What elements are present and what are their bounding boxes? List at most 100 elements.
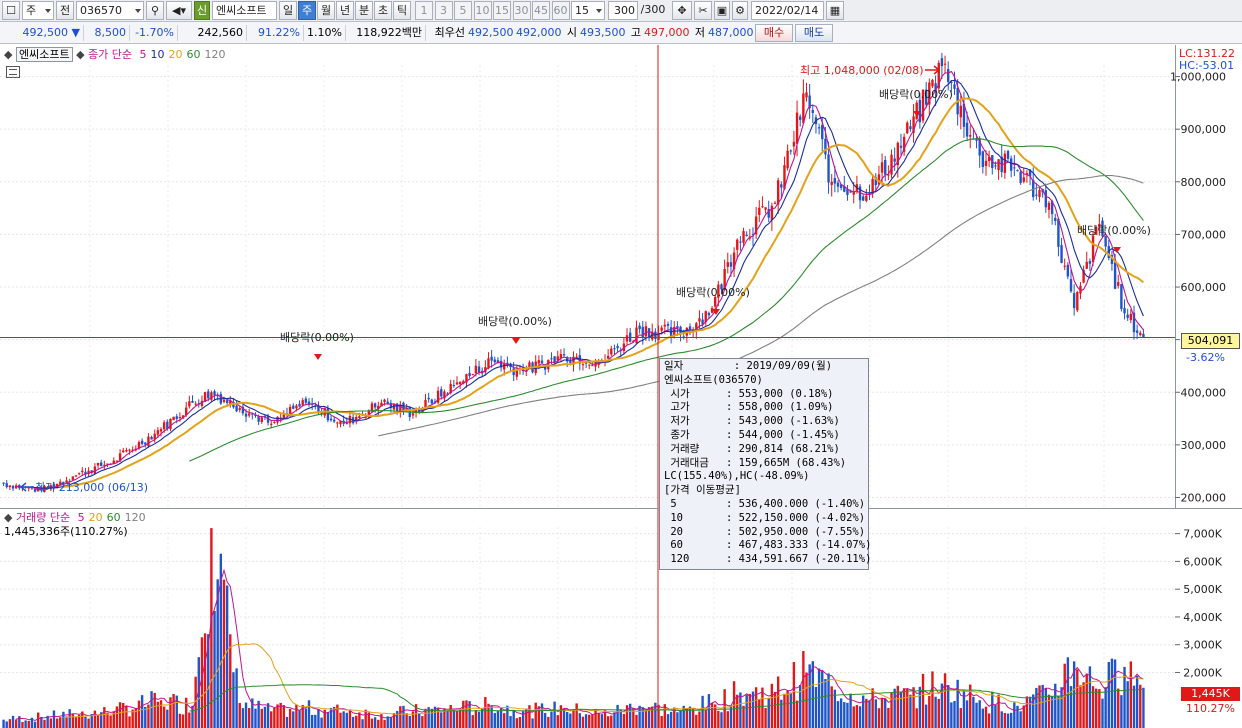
volume-bar: [452, 708, 456, 728]
prefix-button[interactable]: 전: [56, 1, 74, 20]
interval-button-30[interactable]: 30: [512, 1, 531, 20]
volume-bar: [1025, 696, 1029, 728]
search-icon[interactable]: ⚲: [146, 1, 164, 20]
volume-bar: [339, 712, 342, 728]
volume-bar: [210, 528, 213, 728]
date-input[interactable]: 2022/02/14: [751, 1, 824, 20]
interval-button-60[interactable]: 60: [551, 1, 570, 20]
volume-bar: [241, 708, 245, 728]
volume-bar: [99, 712, 103, 728]
period-tab-1[interactable]: 주: [298, 1, 316, 20]
volume-bar: [685, 708, 689, 728]
window-icon[interactable]: ☐: [2, 1, 20, 20]
volume-legend-ma-120[interactable]: 120: [124, 511, 146, 524]
high-price: 497,000: [644, 26, 690, 39]
stock-name-field[interactable]: 엔씨소프트: [212, 1, 277, 20]
interval-button-15[interactable]: 15: [493, 1, 511, 20]
interval-button-45[interactable]: 45: [532, 1, 550, 20]
volume-bar: [833, 689, 837, 728]
volume-legend-ma-5[interactable]: 5: [77, 511, 85, 524]
interval-button-1[interactable]: 1: [415, 1, 433, 20]
period-tab-3[interactable]: 년: [336, 1, 354, 20]
period-tab-0[interactable]: 일: [279, 1, 297, 20]
interval-button-5[interactable]: 5: [454, 1, 472, 20]
stock-code-input[interactable]: 036570: [76, 1, 144, 20]
period-tab-4[interactable]: 분: [355, 1, 373, 20]
volume-bar: [43, 719, 46, 728]
legend-ma-5[interactable]: 5: [139, 48, 147, 61]
pane-divider[interactable]: [0, 508, 1242, 509]
save-icon[interactable]: ▣: [714, 1, 730, 20]
volume-bar: [506, 705, 509, 728]
volume-bar: [389, 716, 393, 728]
market-select[interactable]: 주: [22, 1, 54, 20]
volume-bar: [147, 704, 150, 728]
volume-bar: [632, 708, 635, 728]
volume-bar: [244, 702, 248, 728]
volume-bar: [783, 693, 786, 728]
volume-bar: [484, 697, 487, 728]
legend-bullet-icon: ◆: [4, 511, 13, 524]
gear-icon[interactable]: ⚙: [732, 1, 748, 20]
volume-bar: [909, 694, 912, 728]
volume-bar: [377, 719, 380, 728]
volume-bar: [276, 704, 279, 728]
volume-bar: [493, 713, 496, 728]
volume-bar: [843, 702, 846, 728]
current-price-pct: -3.62%: [1186, 351, 1225, 364]
volume-bar: [266, 703, 270, 728]
quote-bar: 492,500 ▼ 8,500 -1.70% 242,560 91.22% 1.…: [0, 22, 1242, 44]
sell-button[interactable]: 매도: [795, 24, 833, 42]
tooltip-row-value: : 544,000 (-1.45%): [726, 428, 840, 441]
volume-bar: [997, 694, 1000, 728]
legend-ma-20[interactable]: 20: [168, 48, 183, 61]
volume-bar: [137, 700, 141, 728]
legend-stock-name[interactable]: 엔씨소프트: [15, 47, 73, 62]
volume-bar: [361, 719, 364, 728]
volume-bar: [213, 611, 216, 728]
price-pane[interactable]: [0, 45, 1175, 508]
period-tab-2[interactable]: 월: [317, 1, 335, 20]
volume-legend-ma-20[interactable]: 20: [88, 511, 103, 524]
volume-bar: [288, 708, 292, 728]
period-tab-6[interactable]: 틱: [393, 1, 411, 20]
volume-bar: [301, 704, 304, 728]
interval-button-3[interactable]: 3: [434, 1, 453, 20]
tools-icon[interactable]: ✂: [694, 1, 712, 20]
volume-legend-ma-60[interactable]: 60: [106, 511, 121, 524]
tooltip-row-value: : 553,000 (0.18%): [726, 387, 834, 400]
volume-bar: [185, 697, 188, 728]
price-axis[interactable]: LC:131.22 HC:-53.01: [1175, 45, 1242, 508]
interval-input[interactable]: 15: [571, 1, 605, 20]
new-badge[interactable]: 신: [194, 1, 210, 20]
ask-price: 492,500: [468, 26, 514, 39]
legend-ma-120[interactable]: 120: [204, 48, 226, 61]
buy-button[interactable]: 매수: [755, 24, 793, 42]
speaker-icon[interactable]: ◀▾: [166, 1, 192, 20]
grid-toggle-icon[interactable]: [6, 66, 20, 78]
volume-bar: [1091, 686, 1095, 728]
period-tab-5[interactable]: 초: [374, 1, 392, 20]
volume-bar: [874, 699, 877, 728]
current-volume-tag: 1,445K: [1181, 687, 1240, 701]
volume-bar: [77, 714, 81, 728]
volume-bar: [723, 689, 726, 728]
volume-legend: ◆ 거래량 단순 5 20 60 120: [4, 510, 146, 526]
crosshair-icon[interactable]: ✥: [672, 1, 692, 20]
volume-ma5-line: [16, 568, 1144, 722]
interval-button-10[interactable]: 10: [473, 1, 492, 20]
legend-ma-10[interactable]: 10: [150, 48, 165, 61]
volume-bar: [984, 706, 988, 728]
calendar-icon[interactable]: ▦: [826, 1, 844, 20]
tooltip-stock: 엔씨소프트(036570): [664, 373, 763, 386]
volume-bar: [638, 705, 641, 728]
volume-bar: [635, 714, 638, 728]
volume-bar: [30, 717, 34, 728]
tooltip-ma-row: 20: 502,950.000 (-7.55%): [664, 526, 865, 540]
volume-bar: [836, 701, 840, 728]
count-input[interactable]: 300: [608, 1, 638, 20]
volume-bar: [657, 704, 660, 728]
volume-bar: [232, 672, 235, 728]
volume-bar: [5, 721, 8, 728]
legend-ma-60[interactable]: 60: [186, 48, 201, 61]
